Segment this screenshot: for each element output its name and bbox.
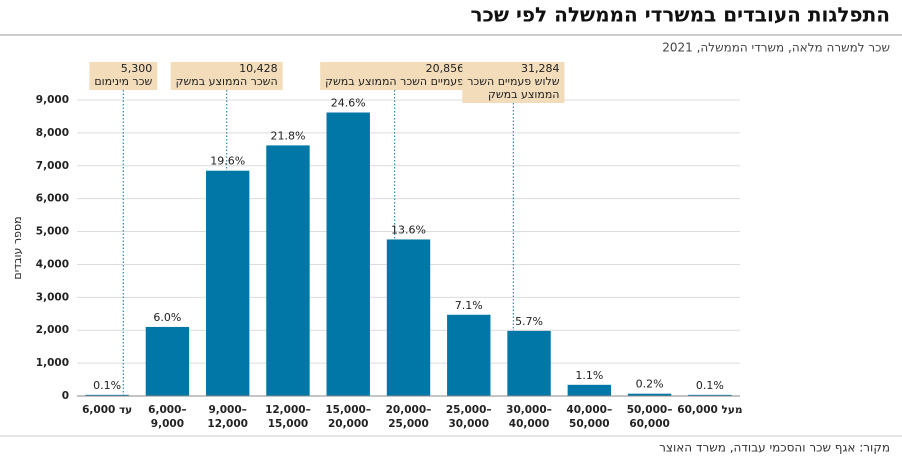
y-tick-label: 0 [62, 390, 69, 402]
x-tick-label: 50,000– [627, 404, 673, 416]
y-tick-label: 3,000 [36, 291, 69, 303]
bar [205, 170, 250, 396]
x-tick-label: 15,000 [268, 418, 309, 430]
percent-label: 7.1% [455, 299, 483, 312]
y-tick-label: 7,000 [36, 160, 69, 172]
x-tick-label: 20,000 [328, 418, 369, 430]
percent-label: 0.1% [93, 379, 121, 392]
bar [627, 393, 672, 396]
reference-box [89, 62, 158, 90]
percent-label: 21.8% [270, 129, 305, 142]
bar [567, 384, 612, 396]
x-tick-label: 30,000– [506, 404, 552, 416]
y-tick-label: 4,000 [36, 258, 69, 270]
x-tick-label: עד 6,000 [82, 404, 132, 416]
chart-subtitle: שכר למשרה מלאה, משרדי הממשלה, 2021 [662, 41, 890, 55]
reference-box [462, 62, 565, 103]
percent-label: 1.1% [575, 369, 603, 382]
reference-value: 10,428 [239, 62, 278, 75]
reference-label: השכר הממוצע במשק [176, 75, 278, 88]
percent-label: 13.6% [391, 223, 426, 236]
x-tick-label: 9,000– [208, 404, 246, 416]
reference-value: 31,284 [521, 62, 560, 75]
x-tick-label: מעל 60,000 [677, 404, 742, 416]
reference-label: שכר מינימום [94, 75, 152, 88]
x-tick-label: 25,000 [388, 418, 429, 430]
bar [266, 145, 310, 396]
x-tick-label: 50,000 [569, 418, 610, 430]
percent-label: 5.7% [515, 315, 543, 328]
y-tick-label: 6,000 [36, 193, 69, 205]
bar [145, 326, 190, 396]
reference-label: הממוצע במשק [488, 88, 559, 101]
reference-box [320, 62, 470, 90]
y-tick-label: 1,000 [36, 357, 69, 369]
chart-title: התפלגות העובדים במשרדי הממשלה לפי שכר [470, 3, 890, 27]
reference-value: 5,300 [121, 62, 153, 75]
percent-label: 24.6% [331, 96, 366, 109]
bar [326, 112, 370, 397]
y-tick-label: 2,000 [36, 324, 69, 336]
percent-label: 0.1% [696, 379, 724, 392]
percent-label: 6.0% [153, 311, 181, 324]
y-axis-label: מספר עובדים [11, 216, 24, 279]
y-tick-label: 8,000 [36, 127, 69, 139]
x-tick-label: 20,000– [386, 404, 432, 416]
y-tick-label: 9,000 [36, 94, 69, 106]
percent-label: 19.6% [210, 155, 245, 168]
reference-box [170, 62, 283, 90]
x-tick-label: 12,000– [265, 404, 311, 416]
bar [447, 314, 491, 396]
source: מקור: אגף שכר והסכמי עבודה, משרד האוצר [659, 441, 890, 455]
reference-label: פעמיים השכר הממוצע במשק [325, 75, 464, 88]
x-tick-label: 9,000 [151, 418, 184, 430]
percent-label: 0.2% [636, 378, 664, 391]
x-tick-label: 60,000 [629, 418, 670, 430]
bar [507, 330, 551, 396]
x-tick-label: 40,000– [566, 404, 612, 416]
reference-label: שלוש פעמיים השכר [467, 75, 559, 88]
x-tick-label: 6,000– [148, 404, 186, 416]
reference-value: 20,856 [426, 62, 465, 75]
x-tick-label: 40,000 [509, 418, 550, 430]
x-tick-label: 30,000 [449, 418, 490, 430]
x-tick-label: 25,000– [446, 404, 492, 416]
x-tick-label: 12,000 [207, 418, 248, 430]
bar [386, 239, 431, 396]
y-tick-label: 5,000 [36, 226, 69, 238]
x-tick-label: 15,000– [325, 404, 371, 416]
